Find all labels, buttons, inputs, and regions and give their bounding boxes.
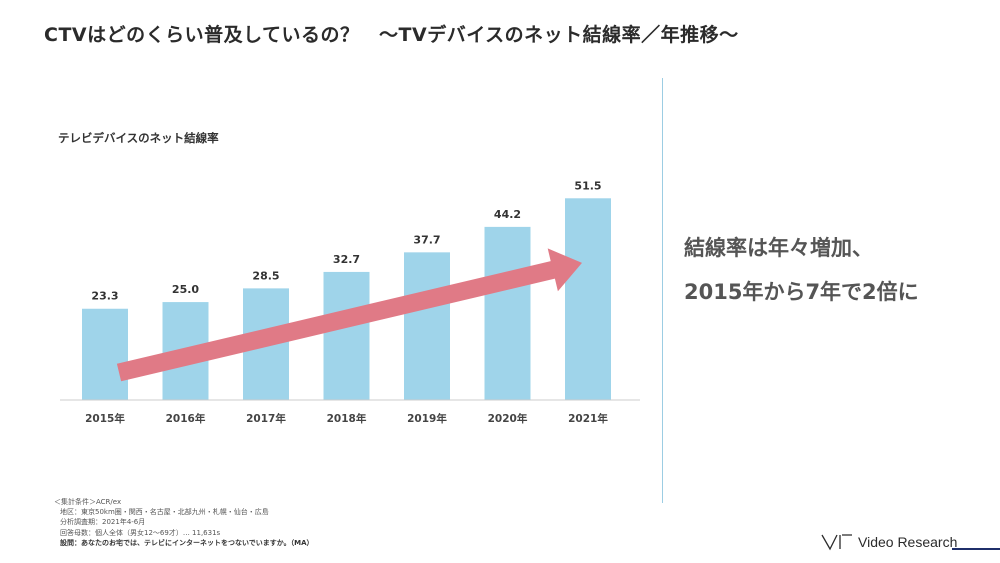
trend-arrow — [116, 248, 583, 382]
bar-chart: 23.3 2015年 25.0 2016年 28.5 2017年 32.7 2018年 37.7… — [60, 179, 640, 425]
x-tick-label-1: 2015年 — [85, 412, 125, 425]
x-tick-label-4: 2018年 — [327, 412, 367, 425]
bar-4 — [323, 271, 370, 400]
footnotes: ＜集計条件＞ACR/ex 地区：東京50km圏・関西・名古屋・北部九州・札幌・仙… — [54, 497, 314, 548]
bar-6 — [484, 226, 531, 400]
value-label-5: 37.7 — [413, 233, 440, 246]
logo-text: Video Research — [858, 534, 958, 550]
x-tick-label-7: 2021年 — [568, 412, 608, 425]
conclusion-text: 結線率は年々増加、 2015年から7年で2倍に — [684, 226, 919, 314]
value-label-1: 23.3 — [91, 290, 118, 303]
footnote-sample: 回答母数：個人全体（男女12～69才）… 11,631s — [60, 528, 221, 537]
footnote-period: 分析調査期：2021年4-6月 — [60, 518, 146, 527]
video-research-logo: Video Research — [820, 532, 957, 552]
footnote-conditions: ＜集計条件＞ACR/ex — [54, 498, 122, 506]
bar-7 — [565, 198, 611, 400]
page-title: CTVはどのくらい普及しているの？ ～TVデバイスのネット結線率／年推移～ — [44, 24, 739, 46]
footnote-area: 地区：東京50km圏・関西・名古屋・北部九州・札幌・仙台・広島 — [60, 508, 269, 517]
x-tick-label-6: 2020年 — [488, 412, 528, 425]
value-label-4: 32.7 — [333, 253, 360, 266]
vertical-divider — [662, 78, 663, 503]
corner-accent-bar — [952, 548, 1000, 550]
value-label-7: 51.5 — [574, 179, 601, 192]
bar-5 — [404, 252, 450, 400]
conclusion-line-1: 結線率は年々増加、 — [684, 236, 873, 260]
chart-title: テレビデバイスのネット結線率 — [58, 131, 219, 145]
x-tick-label-5: 2019年 — [407, 412, 447, 425]
conclusion-line-2: 2015年から7年で2倍に — [684, 280, 919, 304]
value-label-2: 25.0 — [172, 283, 199, 296]
value-label-6: 44.2 — [494, 208, 521, 221]
logo-mark-icon — [821, 534, 852, 551]
value-label-3: 28.5 — [252, 269, 279, 282]
x-tick-label-2: 2016年 — [166, 412, 206, 425]
bar-1 — [82, 308, 128, 400]
footnote-question: 設問：あなたのお宅では、テレビにインターネットをつないでいますか。（MA） — [60, 538, 314, 547]
x-tick-label-3: 2017年 — [246, 412, 286, 425]
